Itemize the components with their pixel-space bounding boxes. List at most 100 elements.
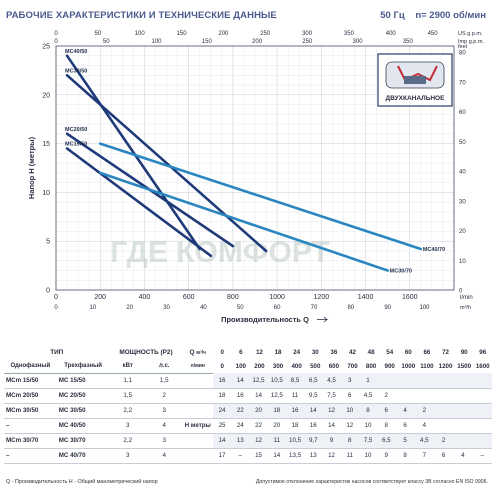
feet-tick-label: 50	[459, 140, 466, 146]
spec-table: ТИП МОЩНОСТЬ (P2) Q м³/ч 0 6 12 18 24 30 36 42 4…	[4, 345, 492, 464]
impgpm-tick-label: 0	[54, 39, 58, 45]
head-value: 16	[212, 373, 232, 389]
head-value	[453, 373, 473, 389]
usgpm-tick-label: 450	[428, 31, 439, 37]
power-kw: 2,2	[109, 433, 146, 449]
head-value: 3	[340, 373, 359, 389]
q-lmin-value: 400	[291, 362, 302, 370]
q-m3h-value: 42	[349, 348, 356, 356]
y-axis-title: Напор H (метры)	[27, 136, 36, 199]
usgpm-tick-label: 300	[302, 31, 313, 37]
q-m3h-value: 30	[311, 348, 319, 356]
head-value: 22	[231, 403, 250, 419]
head-value: –	[472, 448, 492, 464]
head-value	[414, 373, 434, 389]
feet-tick-label: 70	[459, 80, 466, 86]
head-value	[395, 373, 415, 389]
head-value	[414, 388, 434, 404]
head-value: 15	[249, 448, 268, 464]
head-value	[453, 388, 473, 404]
q-lmin-value: 700	[347, 362, 358, 370]
q-m3h-value: 18	[274, 348, 282, 356]
head-value: 8	[377, 418, 396, 434]
three-phase-model: MC 30/50	[56, 403, 110, 419]
feet-tick-label: 20	[459, 229, 466, 235]
head-value: 10	[340, 403, 359, 419]
x-tick-label: 800	[227, 294, 239, 301]
watermark-text: ГДЕ КОМФОРТ	[110, 236, 330, 269]
head-value: 9	[377, 448, 396, 464]
speed-label: n= 2900 об/мин	[415, 10, 486, 21]
q-m3h-value: 60	[404, 348, 412, 356]
q-lmin-value: 1100	[420, 362, 434, 370]
impgpm-tick-label: 200	[252, 39, 263, 45]
flow-arrow-icon	[397, 65, 438, 82]
y-tick-label: 10	[42, 190, 50, 197]
curve-mc40-70	[98, 142, 423, 251]
y-tick-label: 25	[42, 44, 50, 51]
head-value: 8	[395, 448, 415, 464]
footer-legend: Q - Производительность H - Общий маномет…	[6, 479, 158, 485]
head-value: 11	[340, 448, 359, 464]
q-lmin-value: 600	[328, 362, 340, 370]
three-phase-model: MC 40/70	[56, 448, 110, 464]
head-value: 9,7	[304, 433, 323, 449]
power-hp: 2	[145, 388, 183, 404]
x-tick-label: 200	[94, 294, 106, 301]
impgpm-tick-label: 350	[403, 39, 414, 45]
head-value: 10,5	[285, 433, 305, 449]
single-phase-model: MCm 30/70	[4, 433, 57, 449]
h-label	[182, 403, 213, 419]
feet-tick-label: 80	[459, 51, 466, 57]
m3h-tick-label: 0	[54, 305, 58, 311]
head-value: 14	[212, 433, 232, 449]
q-lmin-value: 1600	[475, 362, 490, 370]
usgpm-tick-label: 150	[177, 31, 188, 37]
three-phase-model: MC 20/50	[56, 388, 110, 404]
single-phase-model: MCm 20/50	[4, 388, 57, 404]
q-lmin-value: 1000	[401, 362, 416, 370]
head-value	[472, 433, 492, 449]
curve-mc30-50	[65, 74, 268, 253]
q-lmin-value: 500	[310, 362, 321, 370]
m3h-unit-label: m³/h	[460, 305, 471, 311]
m3h-tick-label: 80	[347, 305, 354, 311]
single-phase-model: MCm 30/50	[4, 403, 57, 419]
q-m3h-value: 90	[460, 348, 468, 356]
power-kw: 1,1	[109, 373, 146, 389]
impgpm-tick-label: 50	[103, 39, 110, 45]
q-m3h-value: 0	[220, 348, 224, 356]
head-value	[453, 433, 473, 449]
head-value: 8	[340, 433, 359, 449]
h-label	[182, 373, 213, 389]
head-value: 8	[358, 403, 378, 419]
head-value: 10	[358, 448, 378, 464]
frequency-label: 50 Гц	[380, 10, 405, 21]
m3h-tick-label: 40	[200, 305, 207, 311]
head-value: 4,5	[322, 373, 341, 389]
head-value: 11	[285, 388, 305, 404]
feet-tick-label: 10	[459, 259, 466, 265]
head-value: 4	[414, 418, 434, 434]
head-value	[433, 403, 454, 419]
head-value: 7	[414, 448, 434, 464]
three-phase-model: MC 40/50	[56, 418, 110, 434]
head-value: 4,5	[358, 388, 378, 404]
impgpm-unit-label: Imp g.p.m.	[458, 39, 484, 45]
q-m3h-values: 0 6 12 18 24 30 36 42 48 54 60 66 72 90 96	[213, 345, 492, 359]
head-value	[433, 418, 454, 434]
head-value: 6	[395, 418, 415, 434]
m3h-tick-label: 10	[90, 305, 97, 311]
usgpm-tick-label: 100	[135, 31, 146, 37]
q-m3h-value: 48	[367, 348, 375, 356]
plot-frame	[55, 45, 455, 291]
q-lmin-value: 200	[254, 362, 265, 370]
head-value: 14	[231, 373, 250, 389]
impgpm-tick-label: 250	[302, 39, 313, 45]
page-title: РАБОЧИЕ ХАРАКТЕРИСТИКИ И ТЕХНИЧЕСКИЕ ДАН…	[6, 10, 277, 21]
col-power: МОЩНОСТЬ (P2)	[119, 348, 173, 356]
head-value: 7,5	[322, 388, 341, 404]
head-value: 7,5	[358, 433, 378, 449]
head-value: 16	[231, 388, 250, 404]
